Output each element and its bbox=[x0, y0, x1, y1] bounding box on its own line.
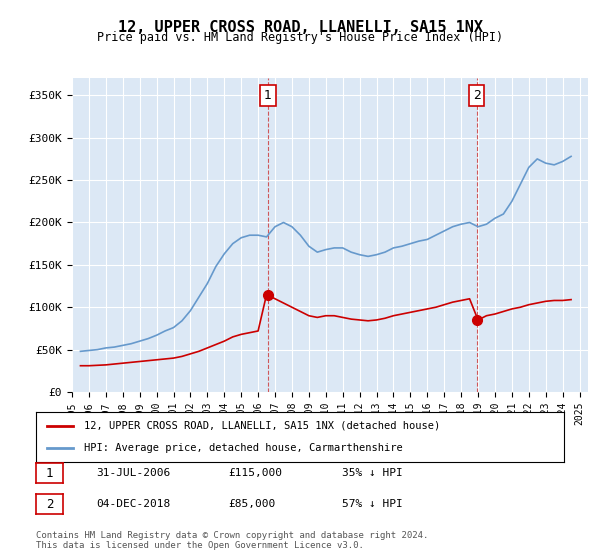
Text: 31-JUL-2006: 31-JUL-2006 bbox=[96, 468, 170, 478]
Text: 04-DEC-2018: 04-DEC-2018 bbox=[96, 499, 170, 509]
Text: 12, UPPER CROSS ROAD, LLANELLI, SA15 1NX: 12, UPPER CROSS ROAD, LLANELLI, SA15 1NX bbox=[118, 20, 482, 35]
Text: £115,000: £115,000 bbox=[228, 468, 282, 478]
Text: Contains HM Land Registry data © Crown copyright and database right 2024.
This d: Contains HM Land Registry data © Crown c… bbox=[36, 530, 428, 550]
Text: 2: 2 bbox=[46, 497, 53, 511]
Text: 1: 1 bbox=[264, 89, 272, 102]
Text: 35% ↓ HPI: 35% ↓ HPI bbox=[342, 468, 403, 478]
Text: £85,000: £85,000 bbox=[228, 499, 275, 509]
Text: 57% ↓ HPI: 57% ↓ HPI bbox=[342, 499, 403, 509]
Text: 1: 1 bbox=[46, 466, 53, 480]
Text: Price paid vs. HM Land Registry's House Price Index (HPI): Price paid vs. HM Land Registry's House … bbox=[97, 31, 503, 44]
Text: 2: 2 bbox=[473, 89, 481, 102]
Text: 12, UPPER CROSS ROAD, LLANELLI, SA15 1NX (detached house): 12, UPPER CROSS ROAD, LLANELLI, SA15 1NX… bbox=[83, 421, 440, 431]
Text: HPI: Average price, detached house, Carmarthenshire: HPI: Average price, detached house, Carm… bbox=[83, 443, 402, 453]
